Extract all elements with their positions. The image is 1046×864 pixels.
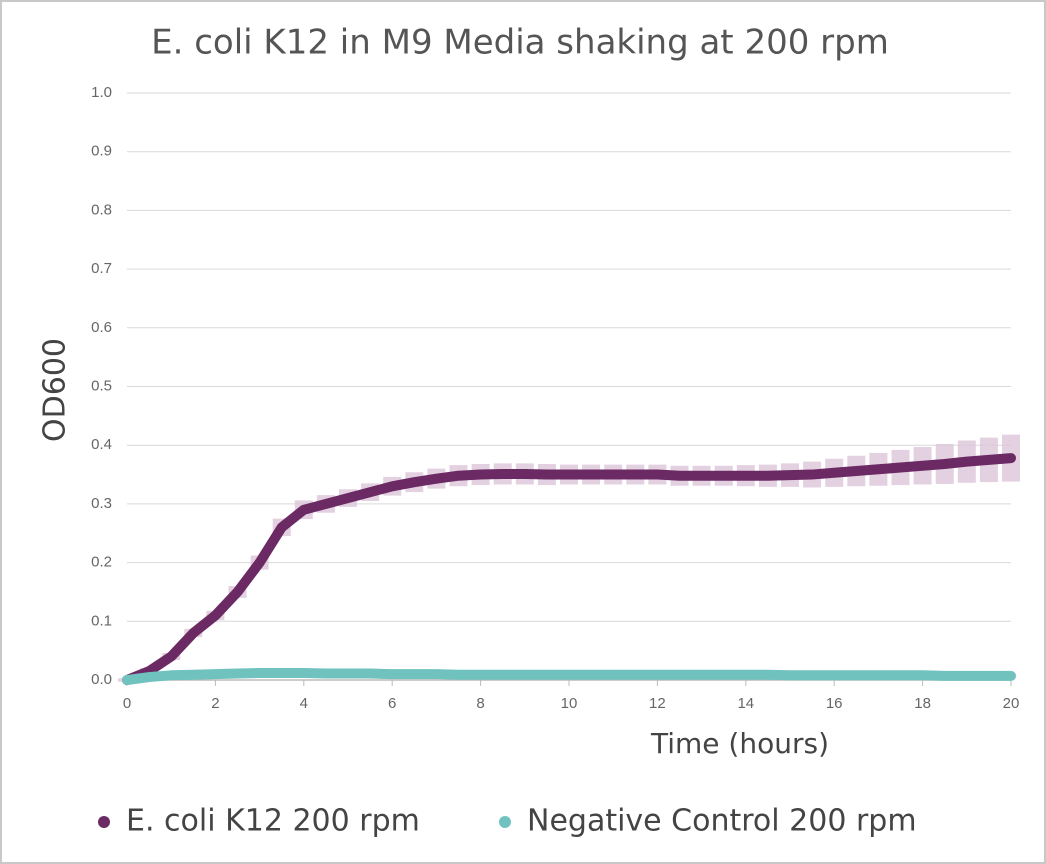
series-line <box>122 667 1016 685</box>
y-tick-label: 0.7 <box>91 260 112 277</box>
legend-label: Negative Control 200 rpm <box>527 804 917 839</box>
x-axis-label: Time (hours) <box>650 727 829 760</box>
y-tick-label: 0.4 <box>91 436 112 453</box>
y-tick-label: 0.0 <box>91 671 112 688</box>
y-tick-label: 0.1 <box>91 612 112 629</box>
x-tick-label: 20 <box>1003 695 1020 712</box>
y-axis-label: OD600 <box>38 338 73 442</box>
y-tick-label: 0.8 <box>91 201 112 218</box>
y-tick-label: 0.6 <box>91 319 112 336</box>
x-tick-label: 0 <box>123 695 131 712</box>
y-tick-label: 0.2 <box>91 554 112 571</box>
y-tick-label: 0.9 <box>91 143 112 160</box>
x-tick-label: 8 <box>476 695 484 712</box>
x-tick-label: 14 <box>737 695 754 712</box>
x-tick-label: 12 <box>649 695 666 712</box>
y-tick-label: 0.5 <box>91 377 112 394</box>
x-tick-label: 4 <box>300 695 308 712</box>
x-tick-label: 16 <box>826 695 843 712</box>
legend-marker <box>499 816 511 828</box>
legend-label: E. coli K12 200 rpm <box>126 804 420 839</box>
chart-title: E. coli K12 in M9 Media shaking at 200 r… <box>151 23 889 63</box>
y-tick-label: 0.3 <box>91 495 112 512</box>
x-tick-label: 10 <box>561 695 578 712</box>
x-tick-label: 6 <box>388 695 396 712</box>
x-tick-label: 2 <box>211 695 219 712</box>
x-tick-label: 18 <box>914 695 931 712</box>
series-line <box>122 453 1016 685</box>
y-tick-label: 1.0 <box>91 84 112 101</box>
legend-marker <box>98 816 110 828</box>
